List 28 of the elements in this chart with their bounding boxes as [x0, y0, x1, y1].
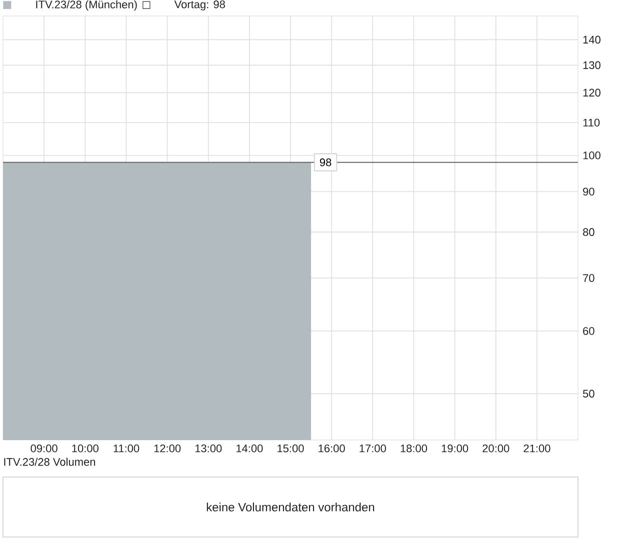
- x-tick-label: 09:00: [30, 444, 58, 452]
- y-tick-label: 80: [583, 228, 594, 236]
- x-tick-label: 18:00: [400, 444, 428, 452]
- y-tick-label: 50: [582, 390, 594, 398]
- x-tick-label: 17:00: [360, 444, 386, 452]
- x-tick-label: 13:00: [195, 444, 222, 452]
- text: ITV.23/28 Volumen: [4, 458, 96, 466]
- y-tick-label: 60: [583, 327, 594, 335]
- y-tick-label: 130: [583, 61, 600, 70]
- legend-label: ITV.23/28 (München): [36, 0, 137, 11]
- text: keine Volumendaten vorhanden: [206, 502, 374, 512]
- y-tick-label: 70: [583, 274, 594, 282]
- y-tick-label: 90: [583, 188, 594, 196]
- x-tick-label: 20:00: [482, 444, 510, 452]
- x-tick-label: 11:00: [114, 444, 140, 452]
- x-tick-label: 14:00: [236, 444, 263, 452]
- y-tick-label: 100: [583, 151, 600, 160]
- x-tick-label: 21:00: [524, 444, 550, 452]
- x-tick-label: 10:00: [72, 444, 98, 452]
- x-tick-label: 12:00: [154, 444, 181, 452]
- y-tick-label: 140: [583, 36, 600, 44]
- legend-label: Vortag: 98: [174, 0, 225, 10]
- y-tick-label: 120: [583, 88, 600, 97]
- x-tick-label: 15:00: [278, 444, 304, 452]
- y-tick-label: 110: [583, 118, 600, 126]
- x-tick-label: 16:00: [318, 444, 345, 452]
- annotation: 98: [320, 158, 332, 166]
- x-tick-label: 19:00: [442, 444, 468, 452]
